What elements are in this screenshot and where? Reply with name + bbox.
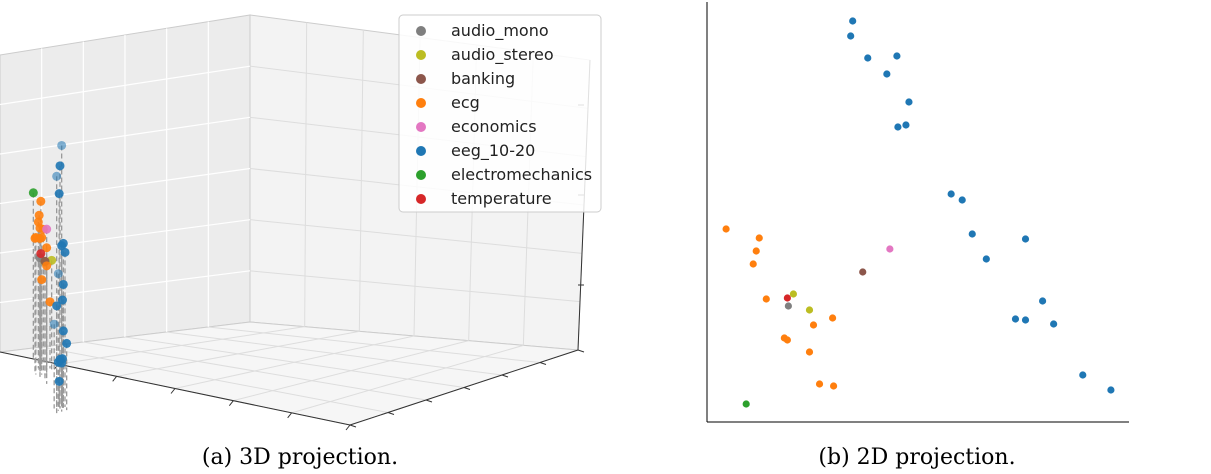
data-point-2d	[894, 123, 902, 131]
data-point-3d	[37, 275, 47, 285]
data-point-3d	[58, 279, 68, 289]
data-point-2d	[1038, 297, 1047, 305]
points-2d	[722, 17, 1115, 408]
panel-2d-projection: (b) 2D projection.	[706, 2, 1129, 470]
legend-frame	[398, 14, 602, 213]
legend-label: temperature	[451, 189, 552, 208]
data-point-3d	[58, 326, 68, 336]
legend-label: banking	[451, 69, 515, 88]
data-point-2d	[1021, 235, 1030, 243]
data-point-3d	[52, 171, 62, 181]
data-point-2d	[947, 190, 955, 198]
points-3d	[28, 140, 72, 386]
data-point-2d	[883, 70, 891, 78]
data-point-2d	[809, 321, 818, 329]
data-point-3d	[42, 261, 52, 271]
data-point-2d	[982, 255, 990, 263]
data-point-3d	[36, 249, 46, 259]
data-point-3d	[57, 140, 67, 150]
data-point-2d	[828, 314, 837, 322]
data-point-2d	[864, 54, 872, 62]
data-point-2d	[958, 196, 966, 204]
data-point-2d	[805, 348, 814, 356]
legend-label: audio_mono	[451, 21, 549, 41]
legend-marker	[416, 194, 426, 204]
legend-marker	[416, 74, 426, 84]
legend-label: electromechanics	[451, 165, 592, 184]
data-point-2d	[783, 336, 791, 344]
legend-label: economics	[451, 117, 537, 136]
data-point-3d	[58, 295, 67, 305]
data-point-3d	[52, 301, 62, 311]
data-point-2d	[902, 121, 910, 129]
data-point-3d	[54, 189, 64, 199]
data-point-3d	[28, 188, 38, 198]
data-point-3d	[62, 338, 72, 348]
data-point-3d	[49, 319, 59, 329]
data-point-2d	[886, 245, 894, 253]
data-point-3d	[36, 196, 46, 206]
data-point-2d	[849, 17, 857, 25]
data-point-3d	[57, 241, 67, 251]
data-point-3d	[42, 224, 52, 234]
data-point-2d	[755, 234, 763, 242]
data-point-2d	[805, 306, 814, 314]
data-point-2d	[1079, 371, 1087, 379]
data-point-2d	[815, 380, 824, 388]
data-point-3d	[35, 223, 45, 233]
legend-marker	[416, 122, 426, 132]
data-point-2d	[784, 302, 792, 310]
data-point-3d	[34, 210, 44, 220]
data-point-2d	[905, 98, 913, 106]
data-point-3d	[45, 297, 55, 307]
legend-label: audio_stereo	[451, 45, 554, 65]
data-point-2d	[893, 52, 901, 60]
legend-marker	[416, 50, 426, 60]
data-point-3d	[30, 233, 40, 243]
data-point-3d	[53, 357, 63, 367]
data-point-2d	[789, 290, 798, 298]
data-point-3d	[42, 243, 52, 253]
data-point-3d	[60, 247, 70, 257]
data-point-3d	[55, 161, 65, 171]
data-point-2d	[742, 400, 750, 408]
data-point-3d	[53, 269, 63, 279]
legend-marker	[416, 98, 426, 108]
caption-right: (b) 2D projection.	[818, 445, 1015, 470]
legend-marker	[416, 170, 426, 180]
data-point-2d	[1107, 386, 1115, 394]
legend-label: eeg_10-20	[451, 141, 535, 161]
data-point-3d	[54, 376, 64, 386]
data-point-2d	[752, 247, 760, 255]
data-point-2d	[830, 382, 838, 390]
data-point-2d	[783, 294, 791, 302]
data-point-2d	[847, 32, 855, 40]
caption-left: (a) 3D projection.	[202, 445, 398, 470]
data-point-2d	[859, 268, 867, 276]
data-point-2d	[749, 260, 757, 268]
data-point-2d	[1050, 320, 1058, 328]
legend-marker	[416, 26, 426, 36]
data-point-2d	[968, 230, 976, 238]
legend-label: ecg	[451, 93, 480, 112]
legend-marker	[416, 146, 426, 156]
data-point-2d	[1021, 316, 1030, 324]
data-point-2d	[722, 225, 730, 233]
data-point-2d	[1011, 315, 1020, 323]
data-point-2d	[762, 295, 770, 303]
